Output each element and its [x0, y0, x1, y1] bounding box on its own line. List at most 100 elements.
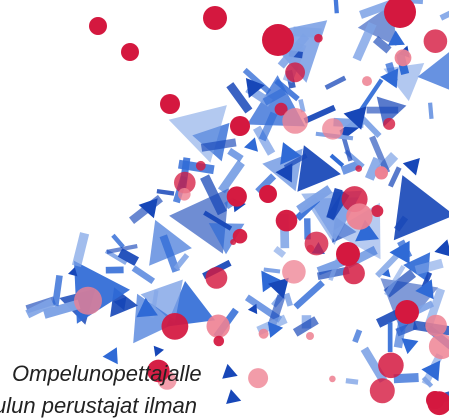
confetti-small-triangle [244, 137, 258, 152]
confetti-dot [383, 117, 396, 130]
confetti-small-triangle [402, 158, 420, 176]
confetti-strip [384, 265, 406, 297]
confetti-strip [274, 78, 300, 102]
confetti-small-triangle [343, 106, 367, 130]
confetti-strip [117, 248, 140, 266]
confetti-strip [51, 274, 63, 307]
confetti-strip [292, 26, 322, 39]
confetti-strip [226, 82, 253, 114]
confetti-strip [393, 215, 409, 232]
confetti-strip [217, 160, 245, 194]
confetti-dot [423, 29, 448, 53]
confetti-strip [345, 378, 359, 385]
confetti-dot [121, 43, 139, 61]
confetti-dot [306, 332, 314, 340]
confetti-dot [355, 165, 363, 172]
confetti-dot [374, 166, 388, 180]
confetti-dot [384, 0, 416, 28]
confetti-dot [285, 62, 305, 83]
confetti-strip [360, 346, 388, 383]
confetti-strip [263, 267, 281, 274]
confetti-strip [262, 87, 287, 106]
confetti-dot [395, 300, 419, 324]
confetti-dot [336, 242, 360, 266]
confetti-small-triangle [275, 163, 293, 183]
confetti-small-triangle [434, 239, 449, 257]
confetti-dot [314, 33, 323, 43]
confetti-dot [174, 171, 196, 194]
confetti-strip [277, 33, 310, 69]
confetti-strip [421, 271, 433, 288]
confetti-dot [342, 262, 365, 285]
confetti-strip [203, 210, 233, 231]
confetti-strip [352, 329, 363, 344]
confetti-strip [387, 322, 393, 352]
confetti-strip [292, 316, 319, 337]
confetti-strip [329, 153, 345, 168]
confetti-small-triangle [355, 219, 379, 242]
confetti-strip [200, 138, 237, 152]
caption-line-2: ulun perustajat ilman [0, 393, 198, 418]
confetti-dot [369, 378, 395, 404]
confetti-dot [206, 314, 230, 338]
confetti-dot [178, 188, 191, 201]
confetti-strip [427, 102, 434, 120]
confetti-small-triangle [68, 267, 78, 277]
confetti-dot [378, 352, 404, 379]
confetti-strip [267, 294, 286, 328]
confetti-dot [329, 375, 336, 383]
confetti-small-triangle [138, 198, 158, 219]
confetti-small-triangle [222, 363, 238, 379]
confetti-dot [274, 102, 288, 116]
confetti-strip [293, 280, 325, 310]
confetti-triangle [297, 145, 341, 192]
confetti-strip [242, 67, 272, 95]
confetti-dot [160, 94, 180, 114]
confetti-strip [324, 75, 347, 90]
confetti-dot [226, 186, 247, 207]
confetti-dot [147, 359, 170, 383]
confetti-dot [232, 228, 248, 244]
confetti-dot [282, 260, 306, 284]
confetti-strip [383, 269, 417, 298]
confetti-dot [346, 203, 373, 230]
confetti-small-triangle [113, 296, 127, 311]
confetti-dot [248, 368, 269, 389]
confetti-dot [371, 205, 384, 217]
confetti-dot [275, 209, 298, 232]
caption-line-1: Ompelunopettajalle [12, 361, 202, 386]
confetti-strip [156, 189, 175, 196]
confetti-strip [273, 245, 287, 258]
confetti-small-triangle [421, 360, 441, 382]
confetti-strip [326, 187, 343, 220]
confetti-strip [227, 147, 244, 162]
confetti-small-triangle [102, 347, 118, 365]
confetti-dot [425, 314, 447, 337]
confetti-dot [428, 333, 449, 360]
confetti-strip [439, 9, 449, 21]
confetti-dot [304, 231, 329, 256]
confetti-strip [283, 292, 293, 307]
confetti-strip [388, 166, 402, 188]
confetti-small-triangle [268, 277, 289, 299]
confetti-strip [296, 185, 333, 214]
confetti-small-triangle [401, 338, 419, 355]
confetti-strip [393, 372, 419, 384]
confetti-strip [131, 265, 156, 285]
confetti-strip [364, 156, 383, 181]
confetti-small-triangle [245, 78, 265, 98]
confetti-small-triangle [387, 30, 405, 46]
confetti-small-triangle [136, 297, 158, 318]
confetti-triangle [417, 52, 449, 90]
confetti-strip [352, 21, 377, 62]
confetti-dot [213, 335, 225, 347]
confetti-dot [322, 118, 344, 140]
confetti-strip [414, 258, 444, 275]
confetti-dot [203, 6, 227, 30]
confetti-small-triangle [261, 270, 281, 293]
confetti-dot [195, 160, 206, 171]
confetti-dot [230, 116, 250, 136]
confetti-dot [89, 17, 107, 35]
confetti-strip [366, 106, 399, 114]
confetti-dot [74, 286, 102, 315]
